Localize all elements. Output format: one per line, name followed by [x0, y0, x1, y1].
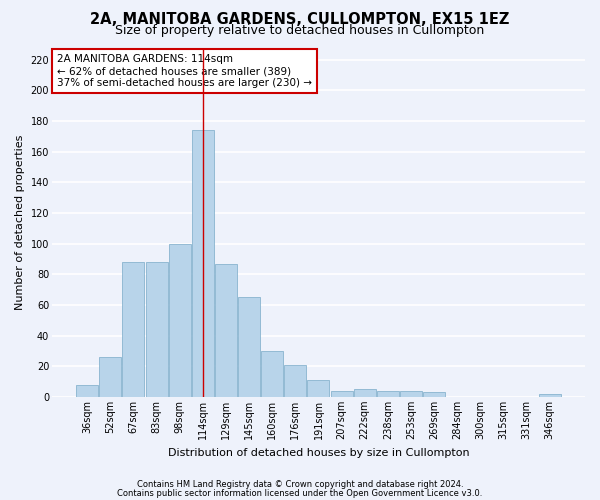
Text: 2A MANITOBA GARDENS: 114sqm
← 62% of detached houses are smaller (389)
37% of se: 2A MANITOBA GARDENS: 114sqm ← 62% of det…	[57, 54, 312, 88]
Bar	[146, 262, 167, 397]
Bar	[307, 380, 329, 397]
Bar	[215, 264, 237, 397]
Bar	[539, 394, 561, 397]
Bar	[354, 389, 376, 397]
Bar	[76, 384, 98, 397]
Text: Contains HM Land Registry data © Crown copyright and database right 2024.: Contains HM Land Registry data © Crown c…	[137, 480, 463, 489]
Bar	[169, 244, 191, 397]
X-axis label: Distribution of detached houses by size in Cullompton: Distribution of detached houses by size …	[167, 448, 469, 458]
Text: Contains public sector information licensed under the Open Government Licence v3: Contains public sector information licen…	[118, 489, 482, 498]
Bar	[100, 357, 121, 397]
Text: 2A, MANITOBA GARDENS, CULLOMPTON, EX15 1EZ: 2A, MANITOBA GARDENS, CULLOMPTON, EX15 1…	[91, 12, 509, 28]
Bar	[400, 391, 422, 397]
Bar	[238, 298, 260, 397]
Bar	[192, 130, 214, 397]
Bar	[423, 392, 445, 397]
Text: Size of property relative to detached houses in Cullompton: Size of property relative to detached ho…	[115, 24, 485, 37]
Y-axis label: Number of detached properties: Number of detached properties	[15, 134, 25, 310]
Bar	[331, 391, 353, 397]
Bar	[122, 262, 145, 397]
Bar	[261, 351, 283, 397]
Bar	[377, 391, 399, 397]
Bar	[284, 364, 307, 397]
